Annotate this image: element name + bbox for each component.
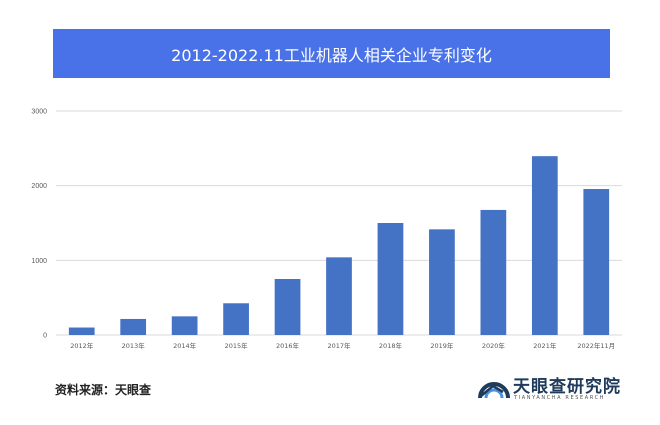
x-tick-label: 2019年	[430, 341, 454, 350]
bar	[583, 189, 610, 335]
bar	[120, 318, 147, 335]
x-tick-label: 2016年	[276, 341, 300, 350]
tianyancha-logo-icon	[478, 382, 510, 399]
y-tick-label: 1000	[31, 258, 47, 265]
chart-title: 2012-2022.11工业机器人相关企业专利变化	[171, 45, 492, 65]
bar	[531, 156, 558, 335]
y-tick-label: 3000	[31, 109, 47, 116]
source-note: 资料来源：天眼查	[55, 383, 152, 397]
x-tick-label: 2015年	[225, 341, 249, 350]
logo-name: 天眼查研究院	[513, 377, 621, 397]
bar	[377, 223, 404, 335]
x-tick-label: 2018年	[379, 341, 403, 350]
bar	[480, 209, 507, 335]
y-tick-label: 2000	[31, 183, 47, 190]
x-tick-label: 2012年	[70, 341, 94, 350]
x-tick-label: 2013年	[122, 341, 146, 350]
bar	[429, 229, 455, 335]
bar	[326, 257, 352, 335]
chart-title-banner: 2012-2022.11工业机器人相关企业专利变化	[53, 29, 610, 78]
bar	[274, 279, 301, 335]
x-tick-label: 2020年	[482, 341, 506, 350]
x-tick-label: 2014年	[173, 341, 197, 350]
y-tick-label: 0	[43, 333, 47, 340]
x-tick-label: 2022年11月	[577, 341, 615, 350]
x-tick-label: 2021年	[533, 341, 557, 350]
logo-subtitle: TIANYANCHA RESEARCH	[514, 395, 606, 401]
bar	[223, 303, 249, 335]
tianyancha-logo: 天眼查研究院 TIANYANCHA RESEARCH	[477, 370, 622, 410]
x-tick-label: 2017年	[327, 341, 351, 350]
bar	[68, 327, 95, 335]
bar	[171, 316, 198, 335]
